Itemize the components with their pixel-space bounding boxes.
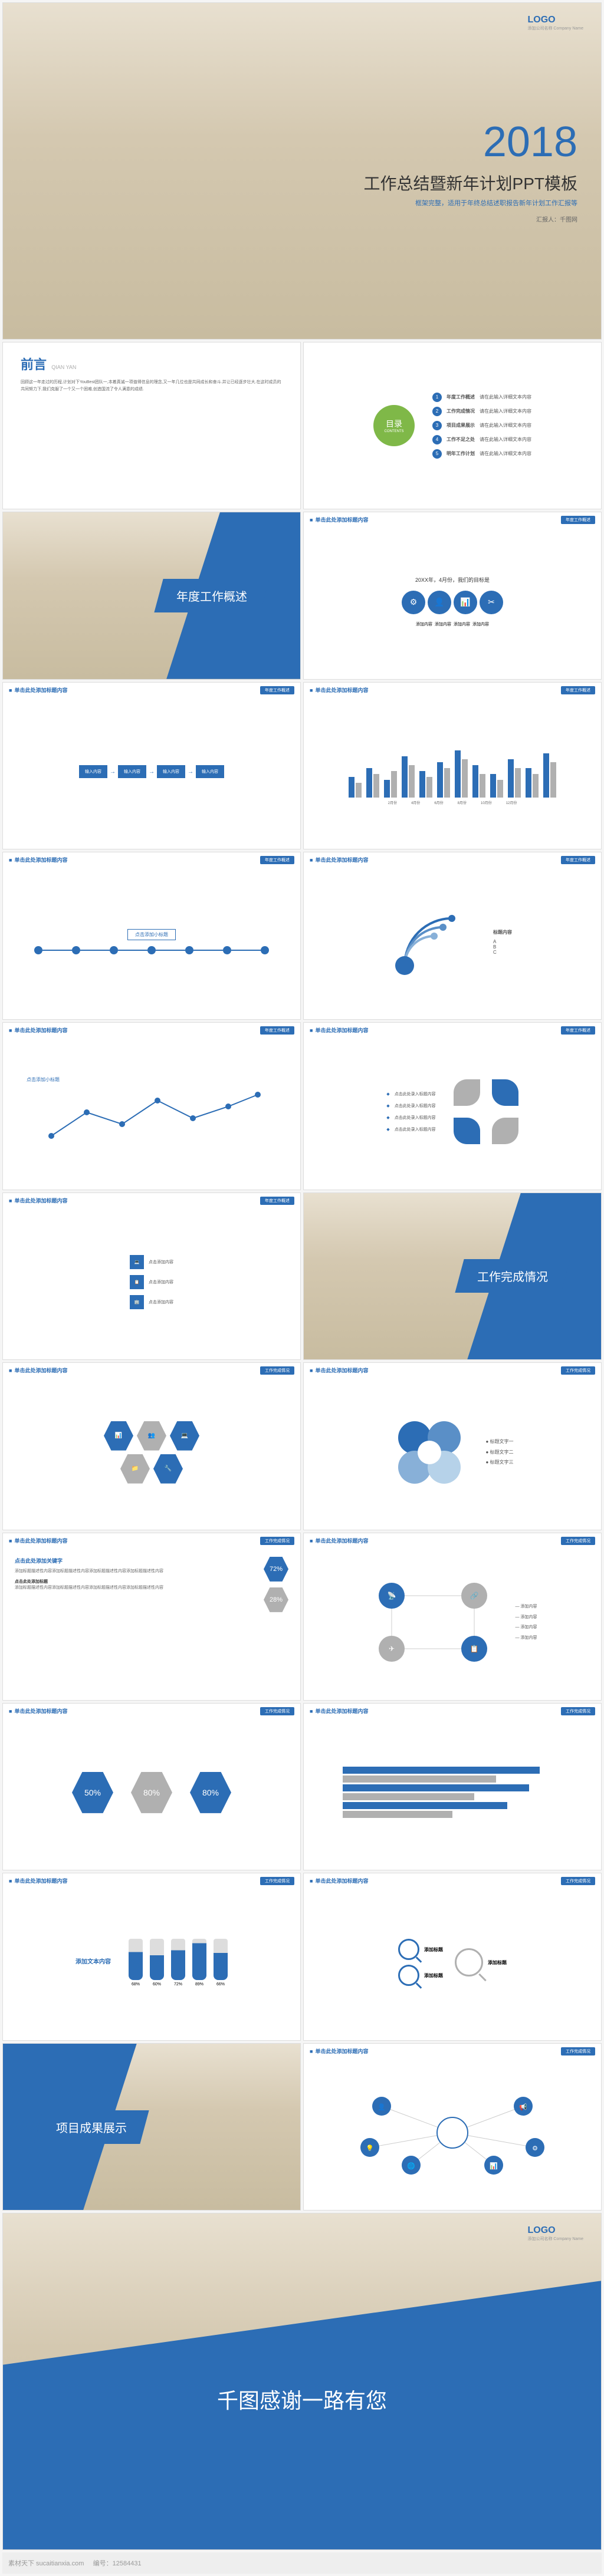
timeline-slide: 单击此处添加标题内容 年度工作概述 点击添加小标题 (2, 852, 301, 1020)
toc-item: 1年度工作概述请在此输入详细文本内容 (432, 393, 531, 402)
hexpct-slide: 单击此处添加标题内容 工作完成情况 50% 80% 80% (2, 1703, 301, 1871)
slide-tag: 年度工作概述 (561, 516, 595, 524)
toc-item: 3项目成果展示请在此输入详细文本内容 (432, 421, 531, 430)
hex-pct: 80% (131, 1772, 172, 1813)
clipboard-icon: 📋 (130, 1275, 144, 1289)
footer-id: 编号：12584431 (93, 2560, 142, 2567)
svg-text:🌐: 🌐 (407, 2162, 415, 2170)
footer-source: 素材天下 sucaitianxia.com (8, 2560, 84, 2567)
svg-text:⚙: ⚙ (532, 2145, 538, 2152)
flow-slide: 单击此处添加标题内容 年度工作概述 输入内容→ 输入内容→ 输入内容→ 输入内容 (2, 682, 301, 850)
timeline-title: 点击添加小标题 (127, 929, 176, 940)
network-diagram: 👤 📢 💡 ⚙ 🌐 📊 (334, 2089, 570, 2177)
scatter-slide: 单击此处添加标题内容 年度工作概述 点击添加小标题 (2, 1022, 301, 1190)
textlist-slide: 单击此处添加标题内容 工作完成情况 ● 标题文字一 ● 标题文字二 ● 标题文字… (303, 1362, 602, 1530)
thanks-text: 千图感谢一路有您 (217, 2384, 387, 2414)
toc-list: 1年度工作概述请在此输入详细文本内容 2工作完成情况请在此输入详细文本内容 3项… (432, 393, 531, 459)
thanks-slide: LOGO 添加公司名称 Company Name 千图感谢一路有您 (2, 2213, 602, 2550)
preface-body: 回顾这一年走过的历程,计划对下YouBest团队一,本着真诚一项值得信息的理念,… (21, 379, 283, 394)
building-icon: 🏢 (130, 1295, 144, 1309)
svg-text:📊: 📊 (490, 2162, 498, 2170)
laptop-icon: 💻 (130, 1255, 144, 1269)
hex-cell: 💻 (170, 1421, 199, 1451)
flow-box: 输入内容 (157, 765, 185, 778)
timeline (28, 946, 275, 954)
petal-diagram (454, 1079, 518, 1144)
svg-text:💡: 💡 (366, 2145, 374, 2152)
line-chart (34, 1083, 270, 1148)
percents-slide: 单击此处添加标题内容 工作完成情况 点击此处添加关键字 添加标题描述性内容添加标… (2, 1533, 301, 1701)
flow-row: 输入内容→ 输入内容→ 输入内容→ 输入内容 (79, 765, 224, 778)
hex-grid: 📊 👥 💻 📁 🔧 (99, 1421, 205, 1484)
network-slide: 单击此处添加标题内容 工作完成情况 👤 📢 💡 ⚙ 🌐 📊 (303, 2043, 602, 2211)
barchart-slide: 单击此处添加标题内容 年度工作概述 2月份4月份6月份8月份10月份12月份 (303, 682, 602, 850)
goal-icon: ✂ (480, 591, 503, 614)
goal-header: 20XX年，4月份，我们的目标是 (415, 576, 490, 584)
cover-subtitle: 框架完整，适用于年终总结述职报告新年计划工作汇报等 (415, 198, 577, 207)
quad-circle (391, 1414, 468, 1491)
magnify-icon (455, 1948, 483, 1977)
goal-icon: 👤 (428, 591, 451, 614)
preface-title: 前言 (21, 357, 47, 372)
magnify-icon (398, 1939, 419, 1960)
logo: LOGO 添加公司名称 Company Name (527, 2225, 583, 2242)
hex-cell: 📁 (120, 1454, 150, 1484)
arc-chart (393, 907, 481, 977)
hbar-chart (343, 1765, 562, 1820)
goal-icon: ⚙ (402, 591, 425, 614)
toc-item: 4工作不足之处请在此输入详细文本内容 (432, 435, 531, 444)
bar-chart (343, 739, 562, 798)
goal-slide: 单击此处添加标题内容 年度工作概述 20XX年，4月份，我们的目标是 ⚙ 👤 📊… (303, 512, 602, 680)
bullets-slide: 单击此处添加标题内容 年度工作概述 ◆点击此处录入标题内容 ◆点击此处录入标题内… (303, 1022, 602, 1190)
svg-text:📢: 📢 (519, 2103, 527, 2111)
bottle-chart: 68% 60% 72% 89% 66% (129, 1939, 228, 1987)
hbars-slide: 单击此处添加标题内容 工作完成情况 (303, 1703, 602, 1871)
svg-text:🔗: 🔗 (470, 1591, 478, 1600)
section-2-slide: 工作完成情况 (303, 1193, 602, 1361)
arcs-slide: 单击此处添加标题内容 年度工作概述 标题内容 A B C (303, 852, 602, 1020)
bottles-slide: 单击此处添加标题内容 工作完成情况 添加文本内容 68% 60% 72% 89%… (2, 1873, 301, 2041)
magnify-icon (398, 1965, 419, 1986)
section-1-slide: 年度工作概述 (2, 512, 301, 680)
flow-box: 输入内容 (79, 765, 107, 778)
goal-icon: 📊 (454, 591, 477, 614)
svg-text:📋: 📋 (470, 1645, 478, 1653)
page-footer: 素材天下 sucaitianxia.com 编号：12584431 (2, 2552, 602, 2574)
hex-cell: 📊 (104, 1421, 133, 1451)
preface-slide: 前言 QIAN YAN 回顾这一年走过的历程,计划对下YouBest团队一,本着… (2, 342, 301, 510)
section-title: 年度工作概述 (154, 579, 269, 612)
flow-box: 输入内容 (118, 765, 146, 778)
hex-pct: 80% (190, 1772, 231, 1813)
cover-title: 工作总结暨新年计划PPT模板 (364, 171, 577, 195)
iconlist-slide: 单击此处添加标题内容 年度工作概述 💻点击添加内容 📋点击添加内容 🏢点击添加内… (2, 1193, 301, 1361)
flow-box: 输入内容 (196, 765, 224, 778)
circles4-slide: 单击此处添加标题内容 工作完成情况 📡 🔗 ✈ 📋 — 添加内容 — 添加内容 … (303, 1533, 602, 1701)
toc-item: 2工作完成情况请在此输入详细文本内容 (432, 407, 531, 416)
toc-slide: 目录CONTENTS 1年度工作概述请在此输入详细文本内容 2工作完成情况请在此… (303, 342, 602, 510)
svg-text:👤: 👤 (378, 2103, 386, 2111)
cover-author: 汇报人：千图网 (536, 215, 577, 223)
slide-header: 单击此处添加标题内容 (310, 516, 368, 523)
svg-text:✈: ✈ (388, 1645, 394, 1653)
hex-pct: 50% (72, 1772, 113, 1813)
hex-slide: 单击此处添加标题内容 工作完成情况 📊 👥 💻 📁 🔧 (2, 1362, 301, 1530)
cover-slide: LOGO 添加公司名称 Company Name 2018 工作总结暨新年计划P… (2, 2, 602, 340)
flow-circles: 📡 🔗 ✈ 📋 (368, 1578, 498, 1666)
toc-item: 5明年工作计划请在此输入详细文本内容 (432, 449, 531, 459)
preface-title-en: QIAN YAN (51, 364, 76, 370)
hex-cell: 🔧 (153, 1454, 183, 1484)
logo: LOGO 添加公司名称 Company Name (527, 15, 583, 31)
magnify-slide: 单击此处添加标题内容 工作完成情况 添加标题 添加标题 添加标题 (303, 1873, 602, 2041)
svg-text:📡: 📡 (387, 1591, 396, 1600)
section-3-slide: 项目成果展示 (2, 2043, 301, 2211)
cover-year: 2018 (483, 118, 577, 166)
toc-circle: 目录CONTENTS (373, 405, 415, 446)
hex-cell: 👥 (137, 1421, 166, 1451)
